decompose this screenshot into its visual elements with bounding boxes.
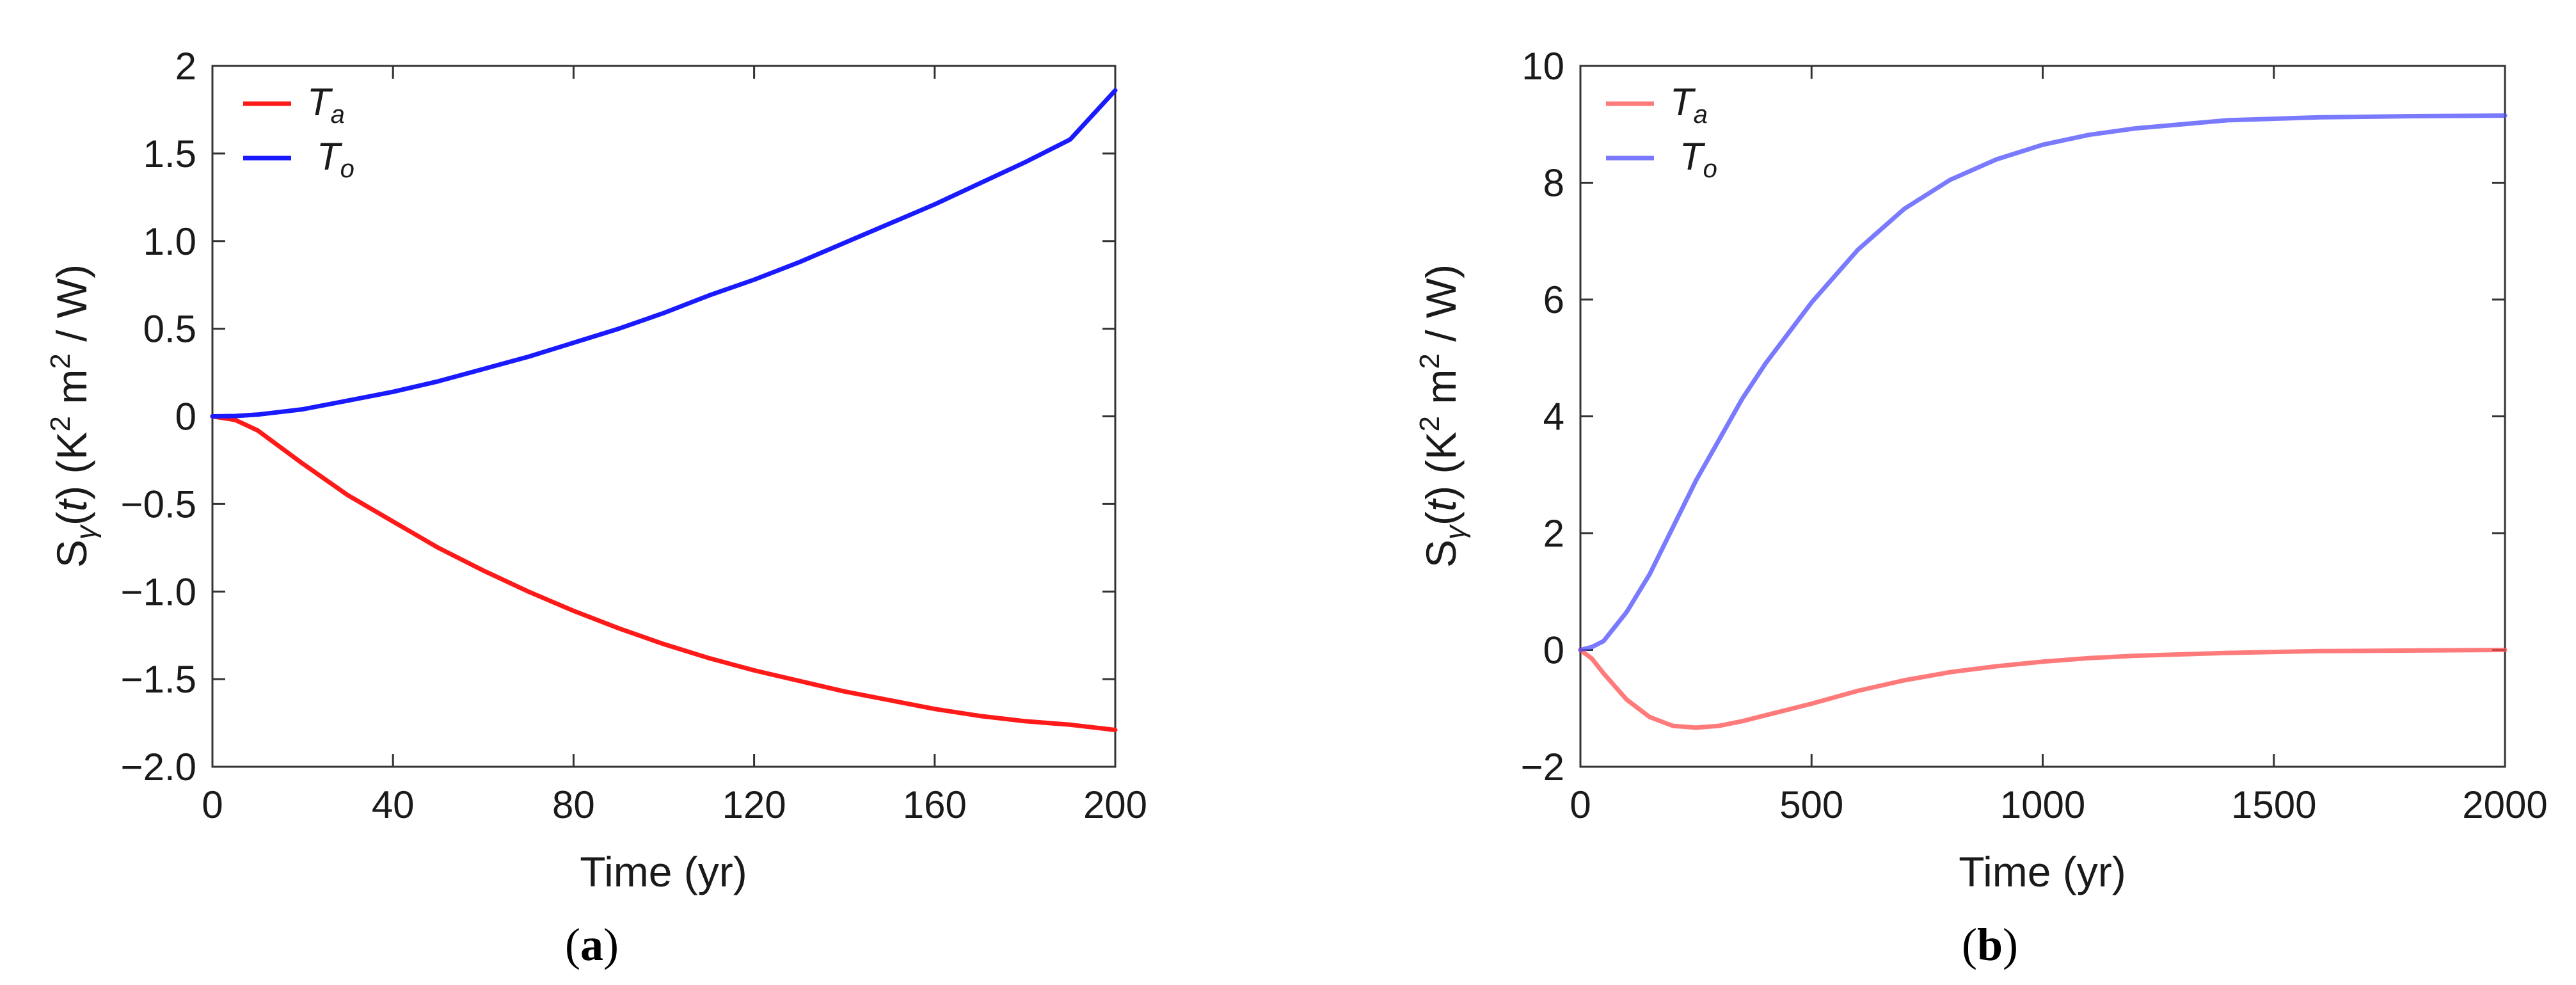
series-line-To (210, 88, 1118, 419)
panel-label-b: (b) (1962, 919, 2018, 970)
legend-label: To (1680, 135, 1717, 183)
y-tick-label: 0 (175, 396, 196, 438)
x-tick-label: 0 (202, 783, 223, 826)
series-line-Ta (210, 414, 1118, 732)
y-tick-label: 8 (1543, 162, 1564, 205)
series-line-To (1578, 113, 2508, 652)
y-tick-label: −2 (1521, 746, 1564, 789)
legend-a: Ta To (243, 81, 354, 183)
y-tick-label: 4 (1543, 396, 1564, 438)
x-tick-label: 1000 (2000, 783, 2085, 826)
y-tick-label: −0.5 (121, 483, 196, 525)
series-layer-a (210, 88, 1118, 732)
legend-label: Ta (1670, 81, 1708, 129)
panel-label-a: (a) (565, 919, 619, 970)
x-tick-label: 40 (372, 783, 415, 826)
x-tick-label: 160 (903, 783, 967, 826)
x-tick-label: 1500 (2231, 783, 2316, 826)
x-ticks-b: 0 500 1000 1500 2000 (1570, 66, 2548, 826)
x-tick-label: 500 (1779, 783, 1843, 826)
chart-panel-a: 0 40 80 120 160 200 −2.0 −1.5 −1.0 −0.5 0 0.5 1.0 1.… (45, 45, 1147, 970)
x-tick-label: 120 (722, 783, 786, 826)
y-tick-label: 2 (1543, 512, 1564, 555)
y-tick-label: −1.0 (121, 570, 196, 613)
y-tick-label: −1.5 (121, 658, 196, 701)
x-tick-label: 0 (1570, 783, 1591, 826)
y-ticks-a: −2.0 −1.5 −1.0 −0.5 0 0.5 1.0 1.5 2 (121, 45, 1115, 789)
y-tick-label: 1.0 (143, 220, 196, 263)
y-tick-label: 10 (1522, 45, 1564, 88)
legend-label: Ta (307, 81, 345, 129)
x-tick-label: 80 (552, 783, 595, 826)
legend-b: Ta To (1606, 81, 1717, 183)
series-layer-b (1578, 113, 2508, 730)
y-tick-label: 0.5 (143, 308, 196, 351)
y-tick-label: 2 (175, 45, 196, 88)
y-tick-label: 0 (1543, 629, 1564, 672)
x-axis-title-b: Time (yr) (1959, 848, 2126, 895)
y-tick-label: 6 (1543, 278, 1564, 321)
series-line-Ta (1578, 648, 2508, 730)
y-axis-title-b: Sγ(t) (K2 m2 / W) (1414, 264, 1471, 568)
x-axis-title-a: Time (yr) (580, 848, 747, 895)
y-axis-title-a: Sγ(t) (K2 m2 / W) (45, 264, 102, 568)
legend-label: To (317, 135, 354, 183)
x-tick-label: 200 (1083, 783, 1147, 826)
y-ticks-b: −2 0 2 4 6 8 10 (1521, 45, 2505, 789)
y-tick-label: 1.5 (143, 132, 196, 175)
y-tick-label: −2.0 (121, 746, 196, 789)
x-tick-label: 2000 (2462, 783, 2547, 826)
x-ticks-a: 0 40 80 120 160 200 (202, 66, 1147, 826)
